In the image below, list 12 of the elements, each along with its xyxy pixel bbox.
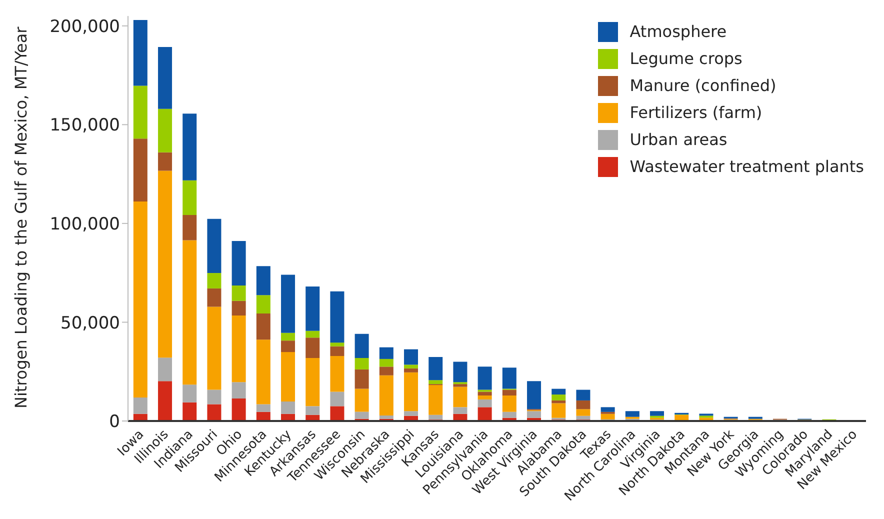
y-tick-label: 100,000 — [50, 214, 120, 234]
legend-label: Urban areas — [630, 129, 728, 151]
legend-label: Legume crops — [630, 48, 742, 70]
y-tick-label: 150,000 — [50, 116, 120, 136]
legend-label: Fertilizers (farm) — [630, 102, 762, 124]
legend-label: Wastewater treatment plants — [630, 156, 864, 178]
y-tick-label: 200,000 — [50, 16, 120, 37]
legend-label: Atmosphere — [630, 21, 727, 43]
legend-label: Manure (confined) — [630, 75, 776, 97]
y-axis-title: Nitrogen Loading to the Gulf of Mexico, MT/Year — [12, 26, 31, 408]
y-tick-label: 50,000 — [60, 313, 120, 334]
y-tick-label: 0 — [109, 412, 120, 432]
